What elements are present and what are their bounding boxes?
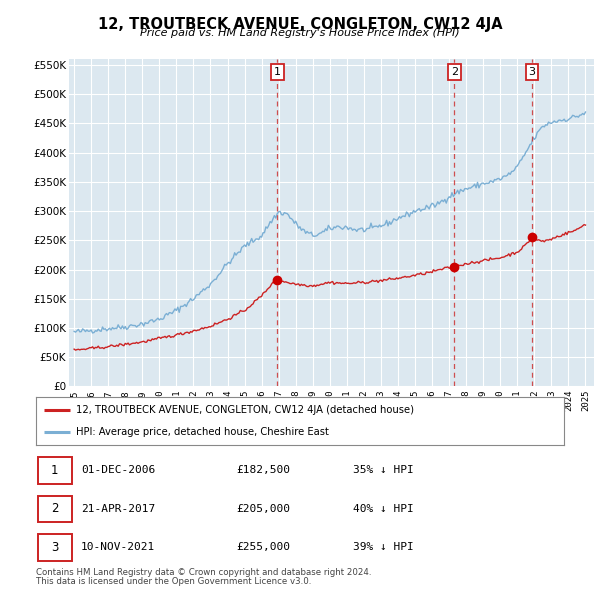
- Text: 1: 1: [51, 464, 58, 477]
- Text: 40% ↓ HPI: 40% ↓ HPI: [353, 504, 413, 514]
- FancyBboxPatch shape: [38, 457, 72, 484]
- Text: Contains HM Land Registry data © Crown copyright and database right 2024.: Contains HM Land Registry data © Crown c…: [36, 568, 371, 576]
- Text: 3: 3: [51, 541, 58, 554]
- Text: 21-APR-2017: 21-APR-2017: [81, 504, 155, 514]
- Text: 2: 2: [451, 67, 458, 77]
- Text: 1: 1: [274, 67, 281, 77]
- Text: HPI: Average price, detached house, Cheshire East: HPI: Average price, detached house, Ches…: [76, 427, 328, 437]
- Text: Price paid vs. HM Land Registry's House Price Index (HPI): Price paid vs. HM Land Registry's House …: [140, 28, 460, 38]
- Text: 12, TROUTBECK AVENUE, CONGLETON, CW12 4JA: 12, TROUTBECK AVENUE, CONGLETON, CW12 4J…: [98, 17, 502, 31]
- FancyBboxPatch shape: [38, 534, 72, 560]
- Text: This data is licensed under the Open Government Licence v3.0.: This data is licensed under the Open Gov…: [36, 577, 311, 586]
- Text: 10-NOV-2021: 10-NOV-2021: [81, 542, 155, 552]
- Text: £205,000: £205,000: [236, 504, 290, 514]
- Text: £182,500: £182,500: [236, 466, 290, 476]
- FancyBboxPatch shape: [38, 496, 72, 522]
- Text: £255,000: £255,000: [236, 542, 290, 552]
- Text: 3: 3: [529, 67, 535, 77]
- Text: 39% ↓ HPI: 39% ↓ HPI: [353, 542, 413, 552]
- Text: 35% ↓ HPI: 35% ↓ HPI: [353, 466, 413, 476]
- Text: 12, TROUTBECK AVENUE, CONGLETON, CW12 4JA (detached house): 12, TROUTBECK AVENUE, CONGLETON, CW12 4J…: [76, 405, 413, 415]
- Text: 01-DEC-2006: 01-DEC-2006: [81, 466, 155, 476]
- Text: 2: 2: [51, 502, 58, 516]
